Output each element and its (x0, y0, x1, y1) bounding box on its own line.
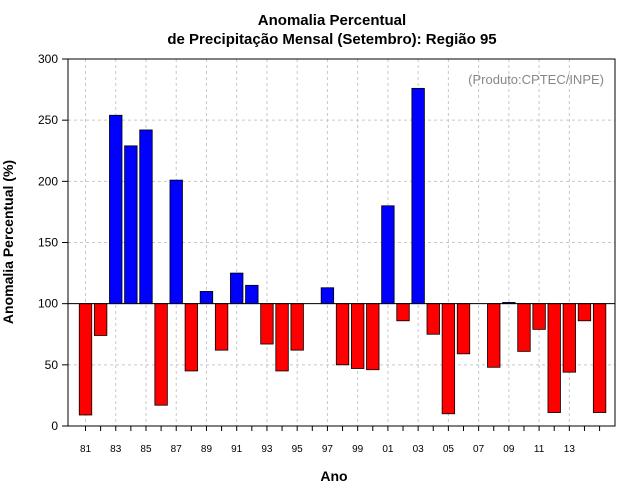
x-tick-label: 03 (413, 444, 425, 455)
bar-83 (109, 114, 123, 305)
bar-08 (487, 303, 501, 368)
x-tick-label: 93 (261, 444, 273, 455)
x-tick-label: 01 (382, 444, 394, 455)
x-tick-label: 97 (322, 444, 334, 455)
x-tick-label: 81 (80, 444, 92, 455)
bar-88 (184, 303, 198, 372)
chart-annotation: (Produto:CPTEC/INPE) (468, 72, 604, 87)
x-tick-label: 05 (443, 444, 455, 455)
chart-title: Anomalia Percentual (258, 12, 406, 29)
bar-00 (366, 303, 380, 371)
x-tick-label: 95 (292, 444, 304, 455)
x-tick-label: 87 (171, 444, 183, 455)
bar-85 (139, 129, 153, 305)
bar-95 (290, 303, 304, 351)
bar-82 (93, 303, 108, 336)
bar-84 (124, 145, 138, 305)
bar-01 (381, 205, 395, 305)
x-tick-label: 91 (231, 444, 243, 455)
x-tick-label: 83 (110, 444, 122, 455)
bar-90 (214, 303, 229, 351)
bar-05 (441, 303, 456, 415)
bar-14 (577, 303, 592, 322)
bar-98 (335, 303, 350, 366)
y-tick-label: 100 (38, 297, 58, 311)
y-tick-label: 300 (38, 52, 58, 66)
bar-11 (532, 303, 546, 330)
bar-12 (547, 303, 561, 413)
bar-10 (517, 303, 531, 352)
bar-87 (169, 179, 183, 305)
y-tick-label: 200 (38, 174, 58, 188)
y-tick-label: 150 (38, 236, 58, 250)
bar-99 (351, 303, 365, 369)
chart-subtitle: de Precipitação Mensal (Setembro): Regiã… (167, 31, 496, 48)
bars (78, 87, 607, 416)
bar-02 (396, 303, 410, 322)
bar-13 (562, 303, 576, 373)
x-axis-label: Ano (320, 468, 347, 484)
bar-92 (245, 284, 259, 305)
y-axis-label: Anomalia Percentual (%) (0, 160, 16, 324)
bar-94 (275, 303, 289, 372)
bar-04 (426, 303, 440, 335)
bar-93 (260, 303, 274, 345)
x-tick-label: 13 (564, 444, 576, 455)
x-tick-label: 89 (201, 444, 213, 455)
x-tick-label: 99 (352, 444, 364, 455)
y-tick-label: 250 (38, 113, 58, 127)
bar-03 (411, 87, 425, 305)
bar-86 (154, 303, 168, 406)
y-tick-label: 50 (45, 358, 59, 372)
x-tick-label: 11 (534, 444, 545, 455)
bar-15 (592, 303, 607, 413)
y-tick-label: 0 (51, 419, 58, 433)
bar-91 (230, 272, 244, 305)
x-tick-label: 85 (140, 444, 152, 455)
x-tick-label: 09 (503, 444, 515, 455)
x-tick-label: 07 (473, 444, 485, 455)
bar-89 (199, 291, 214, 305)
bar-06 (456, 303, 471, 355)
bar-97 (320, 287, 335, 305)
bar-81 (78, 303, 93, 416)
